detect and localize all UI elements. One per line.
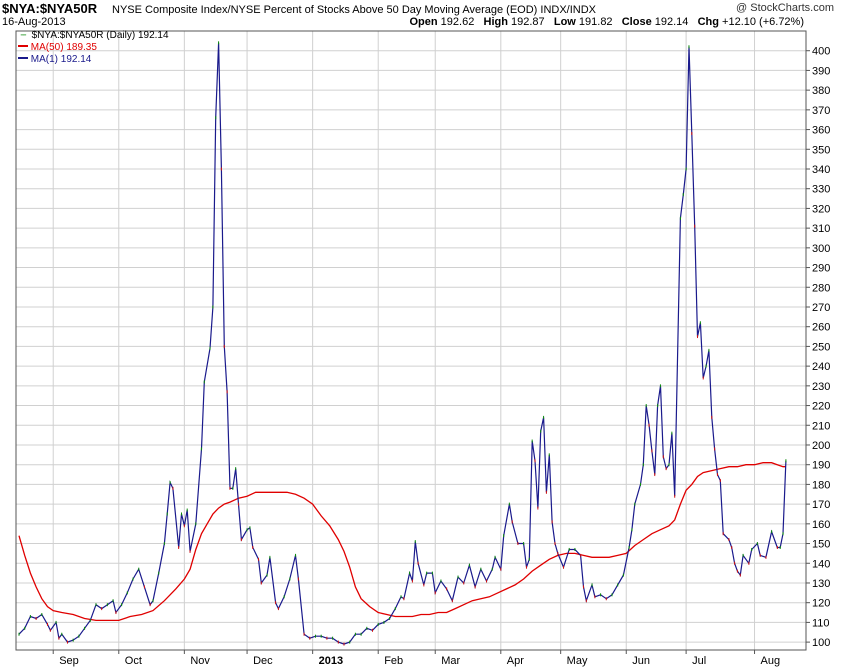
x-tick-label: Apr bbox=[507, 655, 524, 667]
y-tick-label: 320 bbox=[812, 203, 830, 215]
y-tick-label: 330 bbox=[812, 184, 830, 196]
y-tick-label: 210 bbox=[812, 420, 830, 432]
close-label: Close bbox=[621, 16, 652, 28]
legend-ma1-label: MA(1) 192.14 bbox=[30, 54, 92, 65]
y-tick-label: 140 bbox=[812, 558, 830, 570]
x-tick-label: Feb bbox=[384, 655, 403, 667]
x-tick-label: May bbox=[567, 655, 588, 667]
x-tick-label: Aug bbox=[761, 655, 781, 667]
x-tick-label: Mar bbox=[441, 655, 460, 667]
exchange-label: INDX/INDX bbox=[540, 4, 597, 16]
legend-ma1: MA(1) 192.14 bbox=[18, 54, 91, 65]
x-tick-label: 2013 bbox=[319, 655, 343, 667]
close-value: 192.14 bbox=[654, 16, 689, 28]
legend-ma50: MA(50) 189.35 bbox=[18, 42, 97, 53]
y-tick-label: 300 bbox=[812, 243, 830, 255]
y-tick-label: 220 bbox=[812, 401, 830, 413]
stockcharts-credit[interactable]: @ StockCharts.com bbox=[736, 2, 834, 14]
chart-date: 16-Aug-2013 bbox=[2, 16, 66, 28]
high-value: 192.87 bbox=[511, 16, 545, 28]
y-tick-label: 280 bbox=[812, 282, 830, 294]
legend-price-label: $NYA:$NYA50R (Daily) 192.14 bbox=[31, 30, 169, 41]
low-label: Low bbox=[553, 16, 576, 28]
chart-grid bbox=[16, 31, 806, 650]
y-tick-label: 240 bbox=[812, 361, 830, 373]
y-tick-label: 340 bbox=[812, 164, 830, 176]
x-tick-label: Dec bbox=[253, 655, 273, 667]
y-tick-label: 270 bbox=[812, 302, 830, 314]
low-value: 191.82 bbox=[578, 16, 613, 28]
chart-title: NYSE Composite Index/NYSE Percent of Sto… bbox=[112, 4, 596, 16]
y-tick-label: 400 bbox=[812, 46, 830, 58]
open-label: Open bbox=[409, 16, 438, 28]
y-tick-label: 260 bbox=[812, 322, 830, 334]
y-tick-label: 350 bbox=[812, 144, 830, 156]
legend-ma50-swatch bbox=[18, 45, 28, 47]
ohlc-readout: Open 192.62 High 192.87 Low 191.82 Close… bbox=[409, 16, 804, 28]
chg-label: Chg bbox=[697, 16, 719, 28]
y-tick-label: 130 bbox=[812, 578, 830, 590]
y-tick-label: 290 bbox=[812, 263, 830, 275]
x-tick-label: Nov bbox=[190, 655, 210, 667]
y-tick-label: 310 bbox=[812, 223, 830, 235]
y-tick-label: 370 bbox=[812, 105, 830, 117]
x-axis: Sep Oct Nov Dec 2013 Feb Mar Apr May Jun Jul Aug bbox=[52, 650, 781, 667]
plot-frame bbox=[15, 30, 807, 651]
chg-value: +12.10 (+6.72%) bbox=[722, 16, 804, 28]
index-name: NYSE Composite Index/NYSE Percent of Sto… bbox=[112, 4, 538, 16]
y-tick-label: 160 bbox=[812, 519, 830, 531]
legend-price: ╶╴ $NYA:$NYA50R (Daily) 192.14 bbox=[18, 30, 169, 41]
chart-symbol: $NYA:$NYA50R bbox=[2, 1, 98, 16]
y-tick-label: 170 bbox=[812, 499, 830, 511]
y-tick-label: 110 bbox=[812, 617, 830, 629]
x-tick-label: Jun bbox=[632, 655, 650, 667]
y-tick-label: 230 bbox=[812, 381, 830, 393]
y-tick-label: 250 bbox=[812, 341, 830, 353]
y-tick-label: 120 bbox=[812, 598, 830, 610]
price-line bbox=[18, 42, 787, 645]
x-tick-label: Sep bbox=[59, 655, 79, 667]
y-axis: 100 110 120 130 140 150 160 170 180 190 200 210 220 2… bbox=[806, 46, 830, 649]
y-tick-label: 100 bbox=[812, 637, 830, 649]
high-label: High bbox=[483, 16, 508, 28]
y-tick-label: 390 bbox=[812, 65, 830, 77]
open-value: 192.62 bbox=[440, 16, 475, 28]
legend-ma50-label: MA(50) 189.35 bbox=[30, 42, 97, 53]
y-tick-label: 150 bbox=[812, 539, 830, 551]
y-tick-label: 200 bbox=[812, 440, 830, 452]
y-tick-label: 190 bbox=[812, 460, 830, 472]
legend-ma1-swatch bbox=[18, 57, 28, 59]
y-tick-label: 180 bbox=[812, 479, 830, 491]
ma50-line bbox=[18, 462, 786, 622]
ohlc-bar-icon: ╶╴ bbox=[18, 30, 29, 40]
y-tick-label: 360 bbox=[812, 125, 830, 137]
x-tick-label: Jul bbox=[692, 655, 706, 667]
series-layer bbox=[18, 41, 787, 646]
x-tick-label: Oct bbox=[125, 655, 142, 667]
y-tick-label: 380 bbox=[812, 85, 830, 97]
